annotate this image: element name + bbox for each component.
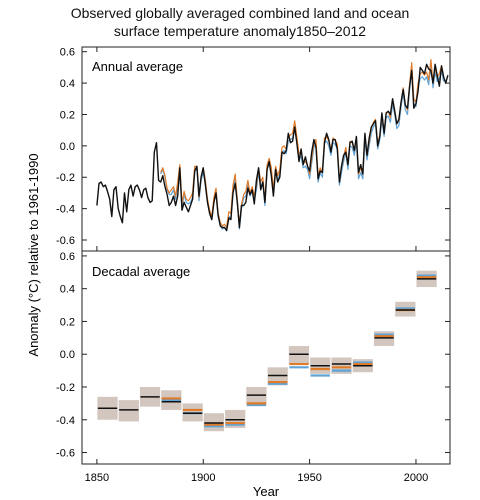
decadal-xtick-label: 1900 [191,472,215,484]
annual-ytick-label: -0.6 [56,235,75,247]
decadal-ytick-label: 0.0 [60,349,75,361]
decadal-ytick-label: -0.4 [56,415,75,427]
decade-uncertainty-band [246,386,267,406]
annual-ytick-label: 0.6 [60,47,75,59]
decadal-xtick-label: 1850 [85,472,109,484]
annual-ytick-label: 0.4 [60,78,75,90]
decadal-ytick-label: -0.2 [56,382,75,394]
decadal-ytick-label: 0.6 [60,251,75,263]
orange-annual-series [160,58,445,229]
annual-ytick-label: 0.0 [60,141,75,153]
decade-uncertainty-band [288,346,310,365]
decadal-xtick-label: 2000 [404,472,428,484]
chart-title-line-2: surface temperature anomaly1850–2012 [113,23,367,39]
annual-ytick-label: -0.4 [56,204,75,216]
annual-ytick-label: 0.2 [60,109,75,121]
black-annual-series [96,63,449,232]
decadal-ytick-label: 0.2 [60,316,75,328]
annual-panel-label: Annual average [92,59,183,74]
chart-title-line-1: Observed globally averaged combined land… [70,5,410,21]
blue-annual-series [160,63,445,232]
x-axis-label: Year [253,484,280,499]
annual-ytick-label: -0.2 [56,172,75,184]
decade-uncertainty-band [203,413,225,432]
decade-uncertainty-band [118,400,139,422]
decadal-panel-label: Decadal average [92,264,190,279]
decadal-xtick-label: 1950 [297,472,321,484]
decadal-ytick-label: -0.6 [56,448,75,460]
decadal-ytick-label: 0.4 [60,284,75,296]
decadal-average-panel: -0.6 -0.4 -0.2 0.0 0.2 0.4 0.6 1850 1900 1950 2000 [56,251,450,484]
annual-average-panel: -0.6 -0.4 -0.2 0.0 0.2 0.4 0.6 [56,47,450,251]
decade-uncertainty-band [267,367,288,386]
y-axis-label: Anomaly (°C) relative to 1961-1990 [26,153,41,356]
